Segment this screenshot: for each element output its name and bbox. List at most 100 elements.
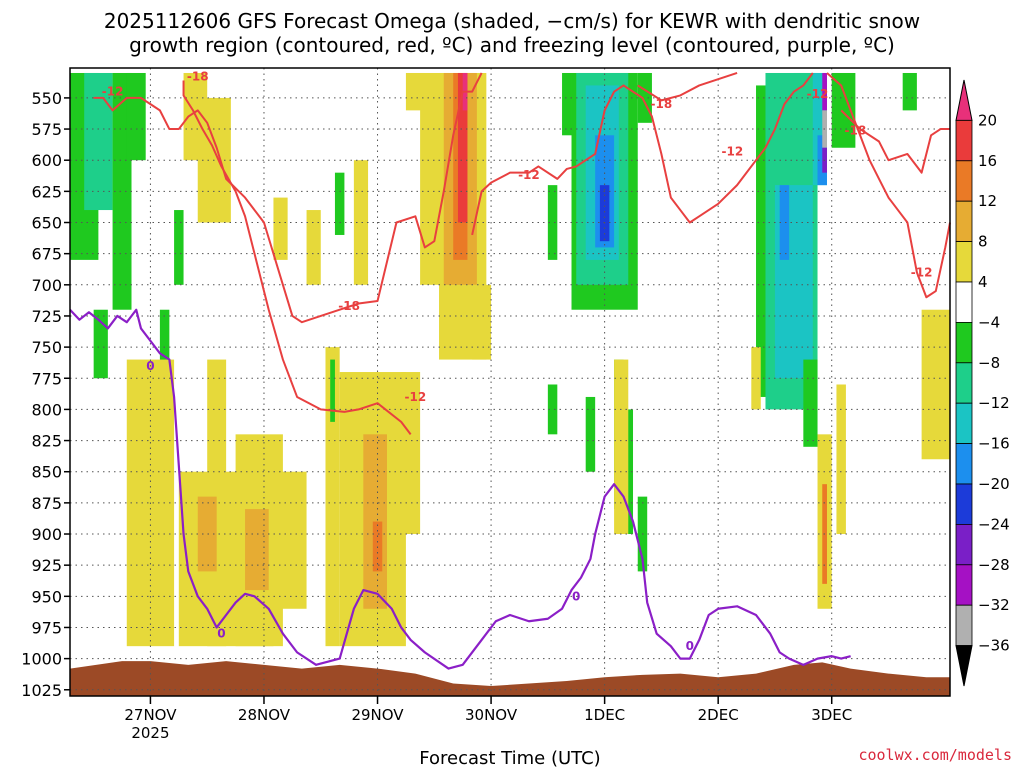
dgz-label-7: -12 [807, 87, 829, 101]
freezing-label-3: 0 [686, 639, 694, 653]
omega-cell-64 [921, 309, 950, 460]
freezing-label-0: 0 [146, 359, 154, 373]
colorbar-label-2: 12 [978, 192, 997, 210]
y-tick-label-725: 725 [31, 307, 62, 326]
dgz-label-3: -12 [405, 390, 427, 404]
colorbar-label-3: 8 [978, 233, 988, 251]
colorbar-label-13: −36 [978, 637, 1010, 655]
x-tick-label-27NOV: 27NOV [124, 706, 177, 724]
omega-cell-12 [273, 471, 307, 609]
colorbar-segment-4 [955, 241, 973, 283]
y-tick-label-550: 550 [31, 89, 62, 108]
dgz-contour-0 [182, 80, 412, 435]
omega-cell-16 [273, 197, 288, 260]
colorbar-segment-7 [955, 362, 973, 404]
x-tick-label-28NOV: 28NOV [238, 706, 291, 724]
dgz-contour-5 [840, 109, 950, 174]
omega-cell-63 [836, 384, 846, 535]
omega-cell-18 [325, 347, 340, 647]
omega-cell-32 [472, 284, 492, 360]
terrain-layer [70, 661, 950, 696]
colorbar-label-8: −16 [978, 435, 1010, 453]
y-tick-label-600: 600 [31, 151, 62, 170]
y-tick-label-700: 700 [31, 276, 62, 295]
omega-cell-33 [405, 72, 425, 111]
omega-cell-43 [585, 396, 596, 472]
colorbar-label-9: −20 [978, 475, 1010, 493]
x-tick-label-1DEC: 1DEC [584, 706, 625, 724]
credit-text: coolwx.com/models [858, 746, 1012, 764]
colorbar-bottom-arrow [955, 645, 973, 687]
x-axis-title: Forecast Time (UTC) [419, 748, 600, 768]
colorbar-label-7: −12 [978, 394, 1010, 412]
dgz-label-6: -12 [722, 144, 744, 158]
omega-cell-59 [831, 72, 856, 148]
x-tick-label-29NOV: 29NOV [351, 706, 404, 724]
y-tick-label-825: 825 [31, 432, 62, 451]
dgz-contour-1 [93, 72, 483, 324]
omega-cell-65 [902, 72, 917, 111]
y-tick-label-625: 625 [31, 182, 62, 201]
y-tick-label-650: 650 [31, 214, 62, 233]
y-tick-label-675: 675 [31, 245, 62, 264]
omega-cell-5 [159, 309, 170, 373]
y-tick-label-1000: 1000 [21, 650, 62, 669]
y-tick-label-775: 775 [31, 369, 62, 388]
omega-cell-4 [93, 309, 108, 379]
dgz-label-0: -18 [187, 70, 209, 84]
omega-cell-24 [334, 172, 345, 235]
freezing-label-2: 0 [572, 589, 580, 603]
dgz-label-2: -18 [338, 299, 360, 313]
omega-cell-22 [401, 372, 421, 535]
omega-cell-25 [330, 359, 335, 422]
omega-cell-55 [822, 72, 827, 111]
y-tick-label-975: 975 [31, 618, 62, 637]
omega-cell-41 [599, 185, 610, 242]
colorbar-segment-9 [955, 443, 973, 485]
y-tick-label-750: 750 [31, 338, 62, 357]
omega-cell-14 [197, 496, 217, 572]
plot-frame [69, 67, 951, 697]
chart-title-line-1: 2025112606 GFS Forecast Omega (shaded, −… [104, 9, 920, 33]
y-tick-label-1025: 1025 [21, 681, 62, 700]
x-tick-label-30NOV: 30NOV [465, 706, 518, 724]
x-tick-sublabel-27NOV: 2025 [131, 724, 169, 742]
x-tick-label-3DEC: 3DEC [811, 706, 852, 724]
colorbar-label-5: −4 [978, 313, 1000, 331]
dgz-label-1: -12 [102, 85, 124, 99]
omega-cell-35 [547, 384, 558, 435]
colorbar-label-0: 20 [978, 111, 997, 129]
dgz-label-8: -18 [845, 123, 867, 137]
dgz-label-4: -12 [518, 168, 540, 182]
y-tick-label-900: 900 [31, 525, 62, 544]
colorbar-segment-10 [955, 483, 973, 525]
y-axis: 550 575 600 625 650 675 700 725 750 775 800 825 850 8… [21, 89, 70, 700]
colorbar-segment-12 [955, 564, 973, 606]
colorbar-label-1: 16 [978, 152, 997, 170]
dgz-contour-3 [637, 72, 738, 102]
colorbar: 20 16 12 8 4 −4 −8 −12 −16 −20 −24 −28 −32 −36 [955, 79, 1010, 687]
colorbar-label-12: −32 [978, 596, 1010, 614]
colorbar-label-10: −24 [978, 515, 1010, 533]
omega-cell-60 [751, 347, 761, 410]
y-tick-label-575: 575 [31, 120, 62, 139]
omega-cell-2 [112, 72, 132, 310]
freezing-level-contour [69, 308, 851, 670]
omega-cell-30 [457, 72, 468, 223]
y-tick-label-925: 925 [31, 556, 62, 575]
omega-cell-6 [174, 210, 184, 285]
omega-cell-46 [614, 359, 629, 535]
omega-cell-34 [547, 185, 558, 260]
colorbar-segment-11 [955, 524, 973, 566]
y-tick-label-950: 950 [31, 587, 62, 606]
omega-cell-1 [84, 72, 113, 211]
omega-cell-21 [372, 521, 383, 572]
colorbar-segment-8 [955, 402, 973, 445]
colorbar-segment-3 [955, 200, 973, 242]
grid-layer [70, 68, 950, 696]
contour-layer: -18 -12 -18 -12 -12 -18 -12 -12 -18 -12 0 0 0 0 [69, 70, 951, 670]
colorbar-segment-1 [955, 120, 973, 162]
x-tick-label-2DEC: 2DEC [698, 706, 739, 724]
dgz-label-9: -12 [911, 265, 933, 279]
